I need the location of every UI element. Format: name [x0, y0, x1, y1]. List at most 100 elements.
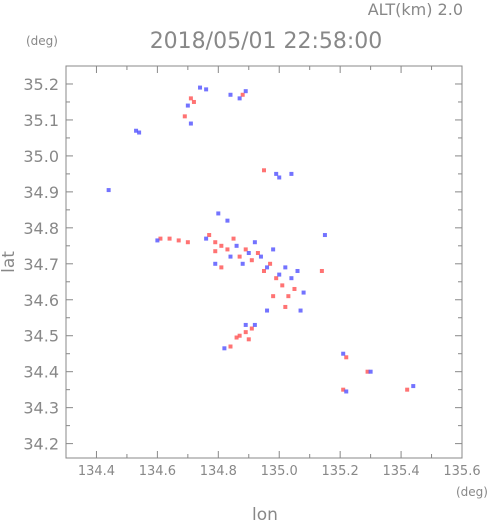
x-tick-label: 135.2	[322, 464, 359, 479]
y-tick-label: 35.2	[23, 75, 59, 94]
data-point	[198, 85, 203, 90]
data-point	[301, 290, 306, 295]
data-point	[219, 243, 224, 248]
data-point	[237, 333, 242, 338]
data-point	[213, 261, 218, 266]
data-point	[344, 355, 349, 360]
data-point	[265, 265, 270, 270]
x-tick-label: 135.0	[261, 464, 298, 479]
y-tick-label: 34.5	[23, 327, 59, 346]
data-point	[283, 265, 288, 270]
y-axis: 34.2 34.3 34.4 34.5 34.6 34.7 34.8 34.9 35.0 35.1…	[23, 65, 462, 454]
data-point	[228, 92, 233, 97]
data-point	[252, 322, 257, 327]
data-point	[298, 308, 303, 313]
altitude-label: ALT(km) 2.0	[368, 0, 463, 19]
data-point	[243, 330, 248, 335]
data-point	[292, 286, 297, 291]
data-point	[289, 276, 294, 281]
x-tick-label: 135.6	[443, 464, 480, 479]
data-point	[225, 247, 230, 252]
data-point	[368, 369, 373, 374]
data-point	[283, 304, 288, 309]
y-tick-label: 35.1	[23, 111, 59, 130]
data-point	[228, 344, 233, 349]
data-point	[289, 171, 294, 176]
data-point	[207, 233, 212, 238]
x-axis: 134.4 134.6 134.8 135.0 135.2 135.4 135.6	[65, 66, 481, 479]
data-point	[286, 294, 291, 299]
y-tick-label: 34.8	[23, 219, 59, 238]
y-tick-label: 35.0	[23, 147, 59, 166]
y-axis-label: lat	[0, 251, 19, 273]
y-tick-label: 34.3	[23, 399, 59, 418]
data-point	[237, 254, 242, 259]
data-point	[243, 322, 248, 327]
data-point	[219, 265, 224, 270]
data-point	[228, 254, 233, 259]
data-point	[106, 188, 111, 193]
data-point	[222, 346, 227, 351]
data-point	[344, 389, 349, 394]
data-point	[237, 96, 242, 101]
data-point	[213, 240, 218, 245]
data-point	[277, 272, 282, 277]
data-point	[319, 268, 324, 273]
data-point	[271, 247, 276, 252]
x-axis-label: lon	[252, 505, 278, 521]
data-point	[246, 251, 251, 256]
data-point	[246, 337, 251, 342]
data-point	[341, 387, 346, 392]
x-tick-label: 135.4	[382, 464, 419, 479]
data-point	[185, 240, 190, 245]
y-tick-label: 34.6	[23, 291, 59, 310]
y-tick-label: 34.9	[23, 183, 59, 202]
x-axis-unit: (deg)	[456, 485, 488, 499]
data-point	[204, 87, 209, 92]
data-point	[167, 236, 172, 241]
data-point	[249, 326, 254, 331]
data-point	[252, 240, 257, 245]
data-point	[234, 243, 239, 248]
data-point	[258, 254, 263, 259]
data-point	[134, 128, 139, 133]
x-tick-label: 134.4	[78, 464, 115, 479]
data-point	[225, 218, 230, 223]
data-point	[213, 249, 218, 254]
data-point	[262, 268, 266, 273]
data-point	[265, 308, 270, 313]
data-point	[240, 92, 245, 97]
y-tick-label: 34.7	[23, 255, 59, 274]
data-point	[158, 236, 163, 241]
data-point	[341, 351, 346, 356]
y-axis-unit: (deg)	[26, 34, 58, 48]
data-point	[274, 276, 279, 281]
data-point	[405, 387, 410, 392]
data-point	[280, 283, 285, 288]
plot-frame	[65, 65, 463, 459]
data-point	[155, 238, 160, 243]
data-point	[204, 236, 209, 241]
data-point	[262, 168, 266, 173]
chart-title: 2018/05/01 22:58:00	[150, 29, 383, 54]
x-tick-label: 134.8	[200, 464, 237, 479]
data-point	[182, 114, 187, 119]
data-point	[176, 238, 181, 243]
data-points	[106, 85, 416, 394]
data-point	[255, 251, 260, 256]
data-point	[188, 121, 193, 126]
y-tick-label: 34.2	[23, 435, 59, 454]
data-point	[365, 369, 370, 374]
data-point	[271, 294, 276, 299]
data-point	[234, 335, 239, 340]
data-point	[216, 211, 221, 216]
data-point	[243, 247, 248, 252]
data-point	[249, 258, 254, 263]
data-point	[191, 99, 196, 104]
data-point	[411, 384, 416, 389]
data-point	[295, 268, 300, 273]
data-point	[185, 103, 190, 108]
data-point	[268, 261, 273, 266]
data-point	[240, 261, 245, 266]
